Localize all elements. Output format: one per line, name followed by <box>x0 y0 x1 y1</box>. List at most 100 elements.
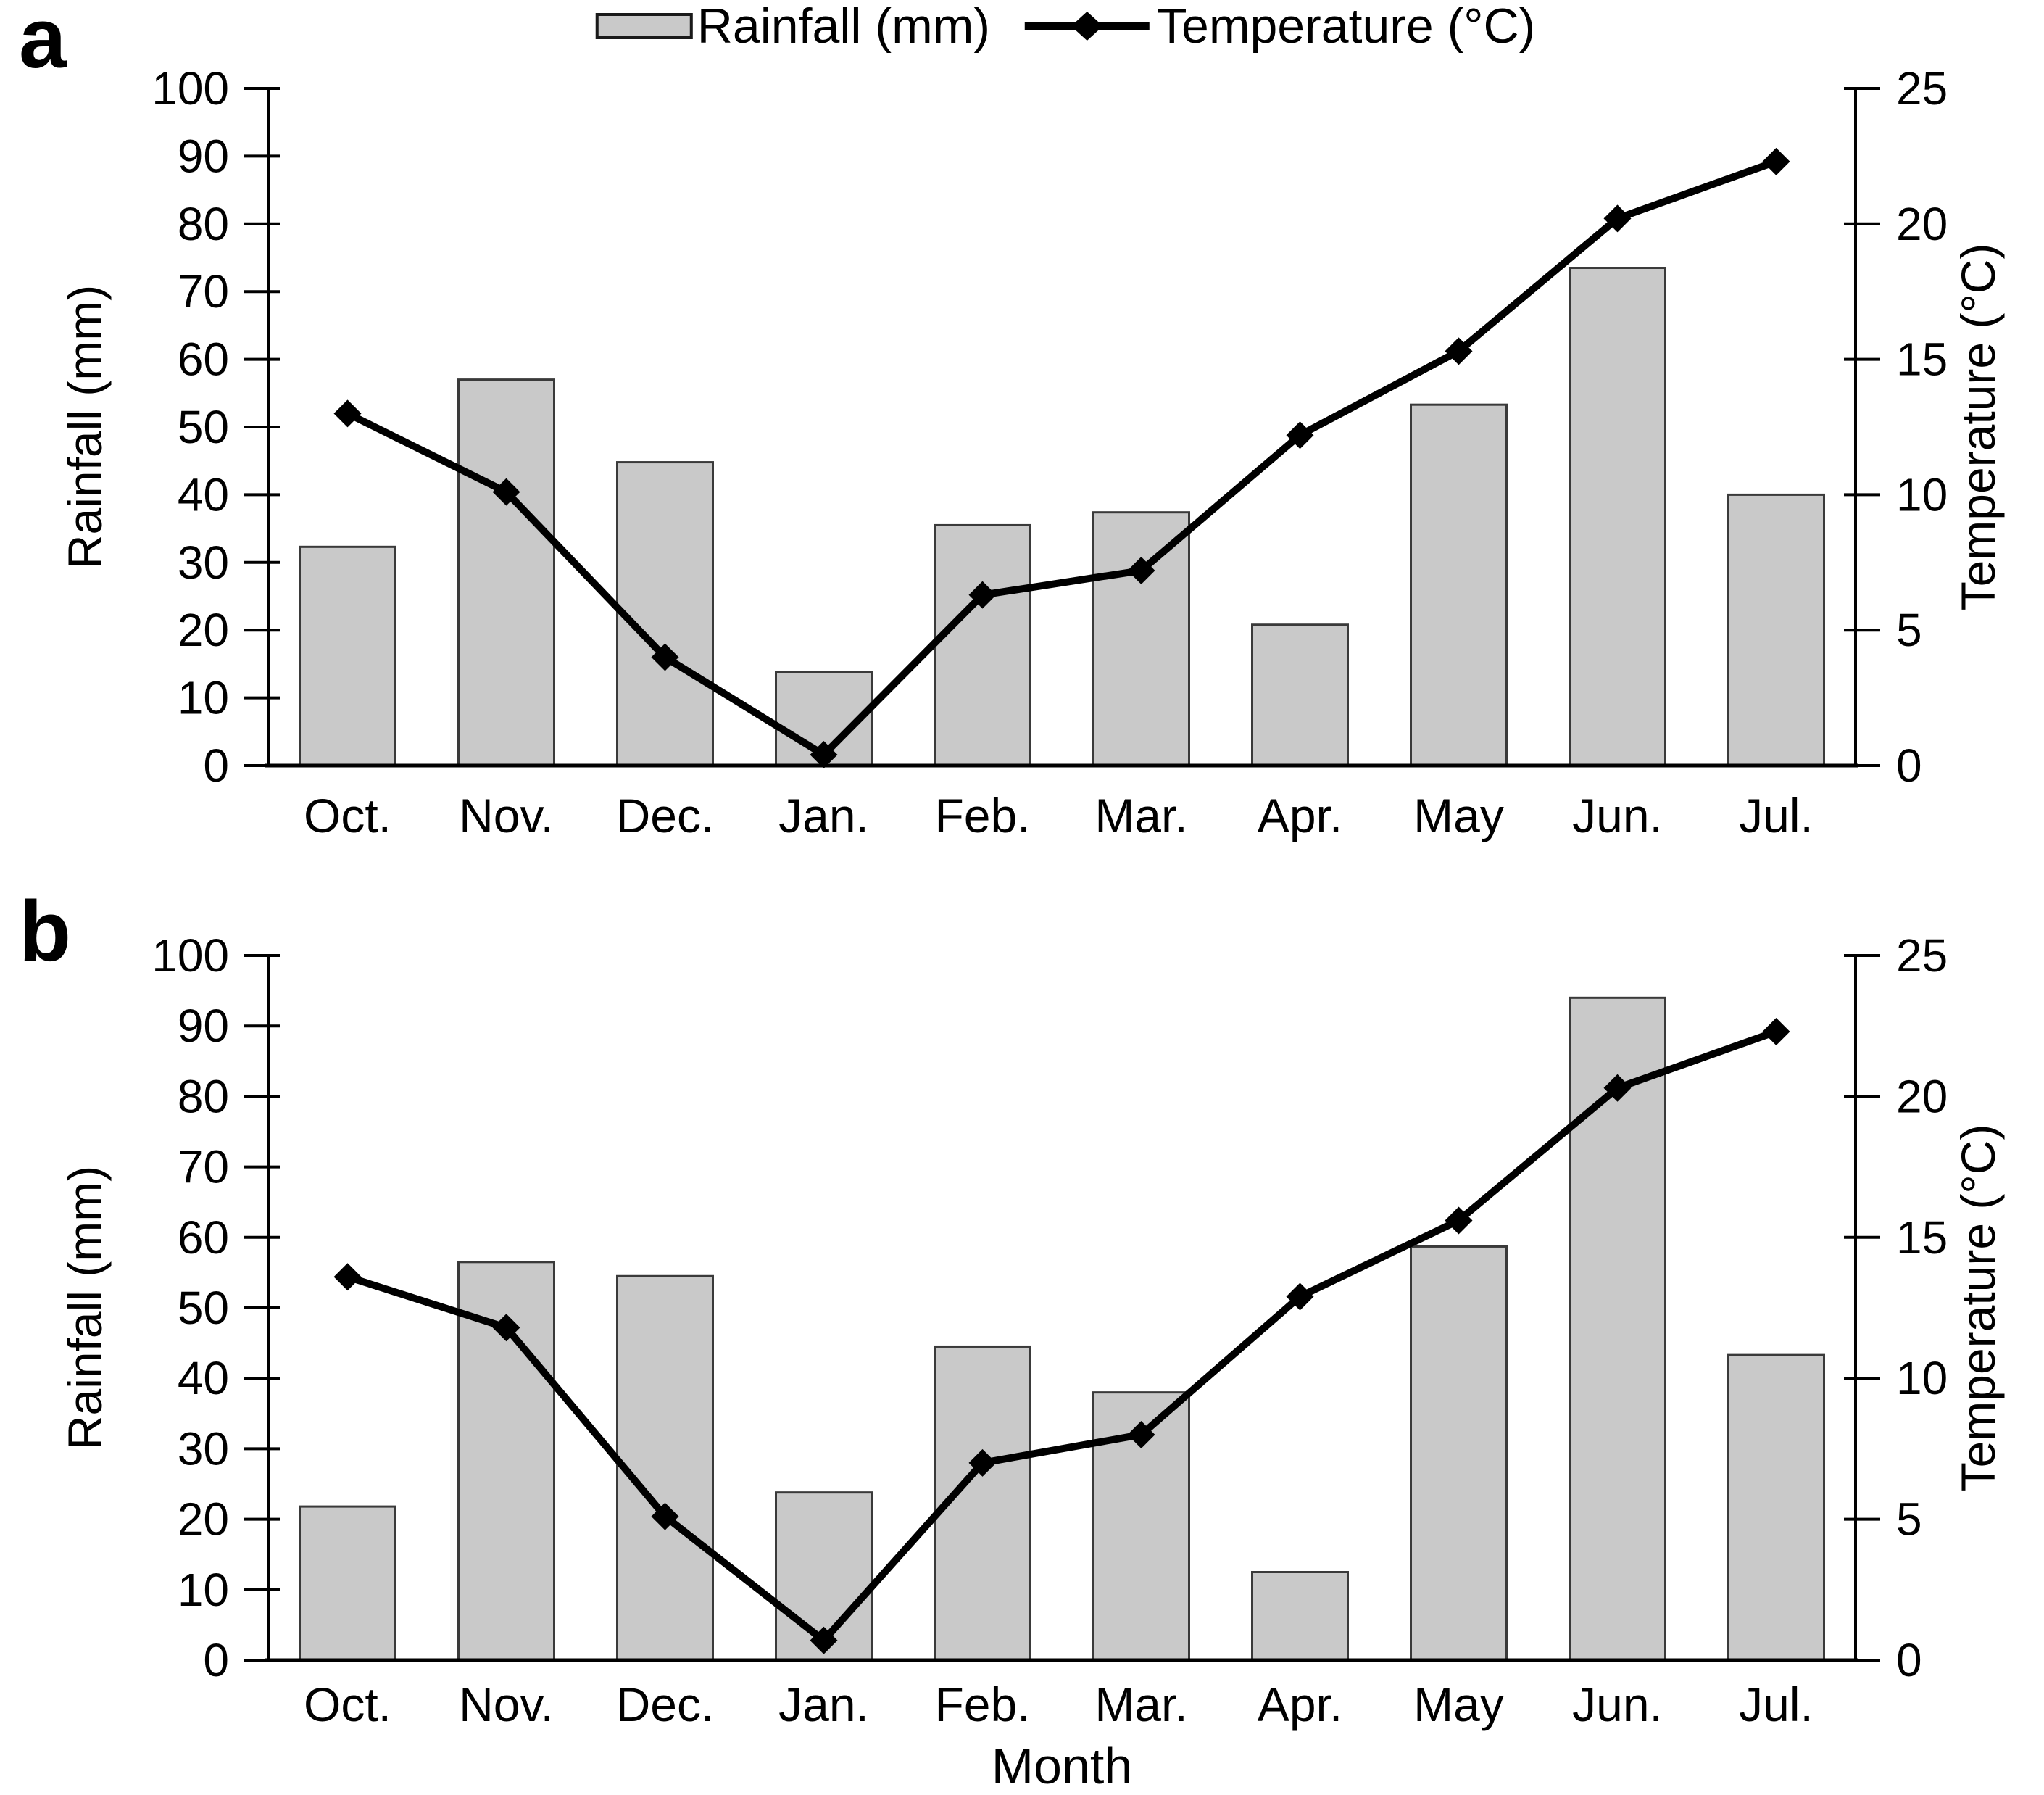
right-axis-tick-label: 15 <box>1896 333 1948 386</box>
temperature-marker-May <box>1445 337 1473 365</box>
left-axis-tick-label: 40 <box>178 468 229 521</box>
x-tick-label: Nov. <box>459 1678 554 1731</box>
left-axis-tick-label: 10 <box>178 1564 229 1616</box>
rainfall-bar-Jul <box>1727 1353 1825 1662</box>
temperature-line <box>346 1028 1778 1644</box>
right-axis-tick-label: 10 <box>1896 1352 1948 1404</box>
panel-a-letter: a <box>19 0 67 86</box>
left-axis-tick-label: 60 <box>178 333 229 386</box>
temperature-marker-Feb <box>968 581 997 609</box>
temperature-line <box>346 158 1778 759</box>
left-axis-tick-label: 100 <box>151 62 229 115</box>
left-axis-tick-label: 20 <box>178 604 229 656</box>
left-axis-tick-label: 90 <box>178 1000 229 1052</box>
rainfall-bar-Feb <box>934 523 1031 767</box>
rainfall-bar-Jun <box>1569 996 1666 1662</box>
x-tick-label: Mar. <box>1094 1678 1187 1731</box>
left-axis-tick-label: 60 <box>178 1211 229 1264</box>
temperature-marker-Apr <box>1286 421 1314 449</box>
left-axis-tick-label: 50 <box>178 401 229 453</box>
temperature-marker-Jun <box>1603 1074 1632 1102</box>
rainfall-bar-Oct <box>299 545 396 767</box>
temperature-marker-Apr <box>1286 1282 1314 1311</box>
legend-temperature-label: Temperature (°C) <box>1157 0 1536 54</box>
right-axis-title: Temperature (°C) <box>1951 1124 2005 1492</box>
legend-item-rainfall: Rainfall (mm) <box>595 0 991 54</box>
x-tick-label: Jun. <box>1572 1678 1663 1731</box>
rainfall-bar-Dec <box>616 461 714 767</box>
x-tick-label: Apr. <box>1258 1678 1342 1731</box>
left-axis-tick-label: 10 <box>178 672 229 724</box>
x-tick-label: Jan. <box>778 1678 869 1731</box>
left-axis-tick-label: 0 <box>203 1634 229 1686</box>
left-axis-tick-label: 80 <box>178 198 229 250</box>
temperature-marker-May <box>1445 1206 1473 1235</box>
left-axis-tick-label: 30 <box>178 536 229 589</box>
x-tick-label: Feb. <box>934 1678 1030 1731</box>
legend-item-temperature: Temperature (°C) <box>1022 1 1535 51</box>
chart-legend: Rainfall (mm) Temperature (°C) <box>595 0 1535 54</box>
rainfall-bar-Mar <box>1092 511 1190 767</box>
left-axis-title: Rainfall (mm) <box>58 1166 112 1450</box>
rainfall-swatch-icon <box>595 13 693 39</box>
right-axis-tick-label: 5 <box>1896 604 1922 656</box>
right-axis-tick-label: 20 <box>1896 1070 1948 1122</box>
x-tick-label: Feb. <box>934 789 1030 842</box>
x-tick-label: Dec. <box>616 1678 715 1731</box>
rainfall-bar-Nov <box>457 378 555 767</box>
right-axis-tick-label: 20 <box>1896 198 1948 250</box>
legend-rainfall-label: Rainfall (mm) <box>697 0 991 54</box>
left-axis-tick-label: 90 <box>178 130 229 182</box>
temperature-line-icon <box>1025 12 1150 41</box>
right-axis-tick-label: 25 <box>1896 929 1948 982</box>
left-axis-tick-label: 30 <box>178 1422 229 1475</box>
x-tick-label: Jul. <box>1739 1678 1814 1731</box>
temperature-marker-Oct <box>333 399 362 428</box>
right-axis-tick-label: 15 <box>1896 1211 1948 1264</box>
x-axis-title: Month <box>992 1738 1133 1794</box>
x-tick-label: Nov. <box>459 789 554 842</box>
panel-b-letter: b <box>19 884 72 979</box>
x-tick-label: Jun. <box>1572 789 1663 842</box>
temperature-marker-Nov <box>492 1314 520 1342</box>
x-tick-label: Dec. <box>616 789 715 842</box>
temperature-marker-Jul <box>1762 147 1790 175</box>
x-tick-label: Apr. <box>1258 789 1342 842</box>
left-axis-tick-label: 50 <box>178 1282 229 1334</box>
temperature-marker-Jul <box>1762 1017 1790 1045</box>
x-tick-label: Jul. <box>1739 789 1814 842</box>
left-axis-tick-label: 0 <box>203 739 229 792</box>
temperature-marker-Feb <box>968 1448 997 1477</box>
temperature-marker-Jun <box>1603 204 1632 233</box>
temperature-marker-Oct <box>333 1263 362 1291</box>
rainfall-bar-Jul <box>1727 493 1825 767</box>
left-axis-tick-label: 20 <box>178 1493 229 1546</box>
x-tick-label: Mar. <box>1094 789 1187 842</box>
rainfall-bar-Apr <box>1251 623 1349 767</box>
rainfall-bar-Oct <box>299 1505 396 1662</box>
left-axis-tick-label: 40 <box>178 1352 229 1404</box>
temperature-marker-Jan <box>810 1626 838 1654</box>
temperature-marker-Dec <box>651 1502 679 1530</box>
x-tick-label: May <box>1413 789 1504 842</box>
temperature-marker-Nov <box>492 478 520 506</box>
x-tick-label: Oct. <box>304 789 391 842</box>
right-axis-title: Temperature (°C) <box>1951 244 2005 611</box>
temperature-marker-Dec <box>651 643 679 671</box>
rainfall-bar-Dec <box>616 1274 714 1662</box>
temperature-marker-Jan <box>810 741 838 769</box>
left-axis-tick-label: 70 <box>178 265 229 318</box>
rainfall-bar-Apr <box>1251 1571 1349 1662</box>
rainfall-bar-May <box>1410 403 1508 767</box>
right-axis-tick-label: 25 <box>1896 62 1948 115</box>
right-axis-tick-label: 0 <box>1896 1634 1922 1686</box>
left-axis-tick-label: 70 <box>178 1141 229 1193</box>
right-axis-tick-label: 5 <box>1896 1493 1922 1546</box>
temperature-marker-Mar <box>1127 557 1155 585</box>
left-axis-tick-label: 80 <box>178 1070 229 1122</box>
temperature-marker-Mar <box>1127 1420 1155 1448</box>
rainfall-bar-Nov <box>457 1261 555 1662</box>
x-tick-label: Jan. <box>778 789 869 842</box>
panel-a-chart: 0 10 20 30 40 50 60 70 80 90 100 0 5 10 15 20 25 Oct. Nov.… <box>58 62 2005 842</box>
